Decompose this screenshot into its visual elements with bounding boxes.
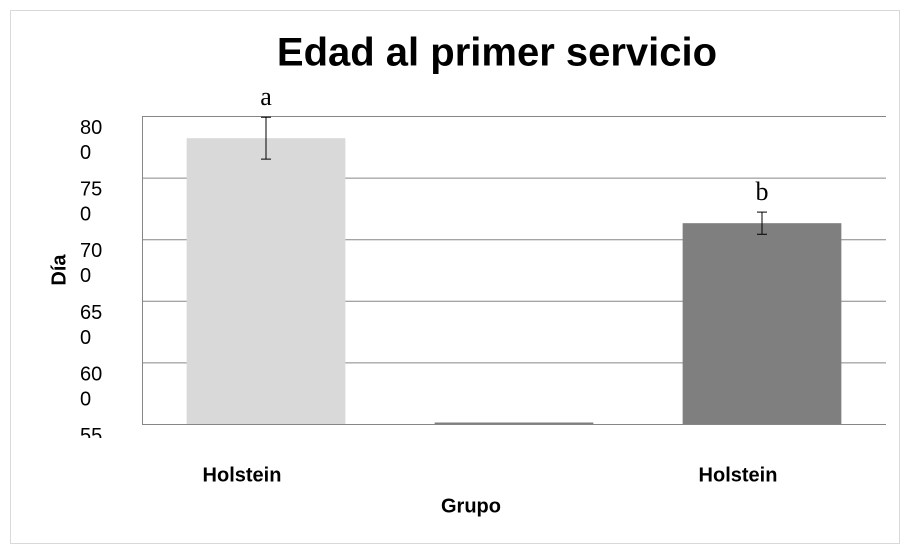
y-tick-label: 80 0	[80, 117, 102, 164]
y-axis-label: Día	[48, 254, 70, 286]
x-tick-label: Holstein	[699, 464, 778, 486]
y-tick-label: 65 0	[80, 302, 102, 349]
annotation: b	[756, 177, 769, 206]
bar	[434, 422, 594, 424]
annotation: a	[260, 82, 272, 111]
y-tick-label: 60 0	[80, 364, 102, 411]
x-axis-label: Grupo	[441, 495, 501, 517]
y-tick-label: 75 0	[80, 179, 102, 226]
chart-title: Edad al primer servicio	[277, 31, 717, 75]
bar	[682, 223, 842, 424]
x-tick-label: Holstein	[203, 464, 282, 486]
y-tick-labels: 550 600 650 700 750 800	[80, 117, 102, 472]
bar	[186, 138, 346, 424]
y-tick-label: 70 0	[80, 240, 102, 287]
y-tick-label: 550	[80, 425, 102, 472]
